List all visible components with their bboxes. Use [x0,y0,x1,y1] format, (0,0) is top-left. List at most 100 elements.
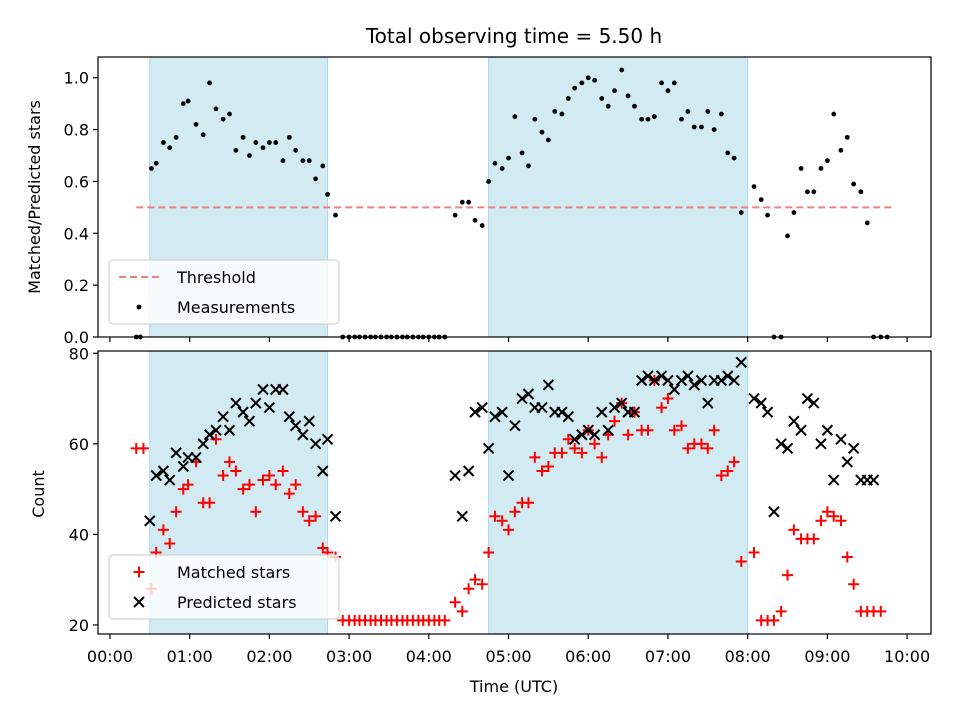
data-point-bottom-1-65 [536,465,548,477]
data-point-top-1-74 [599,96,605,101]
data-point-bottom-1-20 [257,474,269,486]
data-point-bottom-1-85 [668,424,680,436]
data-point-bottom-1-99 [768,614,780,626]
data-point-bottom-2-26 [309,438,322,450]
legend-swatch-top-2 [136,304,142,310]
data-point-top-1-21 [266,140,272,145]
data-point-bottom-2-38 [502,469,515,482]
data-point-top-1-81 [645,116,651,122]
data-point-top-1-58 [492,160,498,166]
data-point-bottom-1-70 [569,442,581,454]
data-point-bottom-2-50 [582,424,594,436]
shaded-interval-top-2 [488,56,749,338]
data-point-top-1-26 [300,158,306,164]
data-point-bottom-1-17 [237,483,249,495]
data-point-top-1-52 [452,212,458,218]
data-point-bottom-2-14 [230,397,242,409]
data-point-bottom-2-17 [250,397,262,409]
data-point-top-1-101 [785,233,790,239]
data-point-bottom-1-110 [841,551,853,563]
x-tick-label-9: 08:00 [725,647,771,666]
data-point-top-1-23 [280,158,286,164]
x-tick-label-3: 02:00 [246,647,292,666]
data-point-top-1-15 [227,111,232,117]
legend-label-bottom-1: Matched stars [177,563,290,582]
data-point-bottom-1-56 [476,578,488,590]
data-point-bottom-2-48 [568,433,581,446]
data-point-bottom-1-111 [848,578,860,590]
data-point-bottom-2-54 [608,401,621,414]
data-point-bottom-2-30 [449,469,461,482]
data-point-bottom-1-73 [589,438,601,450]
data-point-top-1-12 [207,80,212,86]
data-point-bottom-1-66 [542,460,554,472]
data-point-top-1-61 [512,114,518,120]
data-point-top-1-90 [705,109,711,114]
data-point-bottom-2-57 [628,406,641,418]
data-point-bottom-1-101 [782,569,794,581]
data-point-top-1-16 [233,147,239,153]
data-point-top-1-82 [651,114,657,120]
data-point-bottom-1-18 [243,479,255,491]
data-point-bottom-2-76 [761,406,774,418]
data-point-bottom-2-92 [867,474,880,486]
data-point-bottom-2-52 [596,406,608,418]
y-tick-label-top-2: 0.2 [64,276,89,295]
data-point-top-1-95 [738,210,744,215]
data-point-top-1-106 [818,166,824,171]
data-point-top-1-73 [592,77,598,83]
data-point-top-1-57 [486,179,491,184]
data-point-bottom-2-6 [177,460,190,473]
data-point-top-1-112 [858,189,864,195]
data-point-bottom-1-14 [217,470,229,482]
data-point-bottom-2-64 [675,374,688,387]
data-point-bottom-1-58 [489,510,501,522]
data-point-top-1-75 [605,103,611,109]
data-point-bottom-2-13 [223,424,236,436]
data-point-bottom-2-16 [243,415,256,427]
data-point-bottom-2-24 [297,429,309,441]
data-point-bottom-1-15 [224,456,236,468]
data-point-top-1-66 [545,137,551,143]
data-point-top-1-62 [519,150,525,156]
data-point-top-1-93 [725,150,731,156]
data-point-top-1-103 [798,166,804,171]
y-tick-label-bottom-4: 80 [69,344,89,363]
data-point-bottom-2-65 [682,370,694,382]
x-tick-label-1: 00:00 [87,647,133,666]
data-point-bottom-2-55 [616,397,628,409]
data-point-top-1-55 [472,217,478,223]
data-point-bottom-2-22 [283,410,296,423]
data-point-bottom-2-15 [237,406,249,418]
data-point-top-1-68 [559,111,565,117]
data-point-bottom-1-109 [835,515,847,527]
data-point-bottom-1-27 [303,515,315,527]
data-point-top-1-113 [864,220,870,226]
data-point-bottom-2-49 [576,429,588,441]
data-point-bottom-2-74 [748,392,760,405]
data-point-top-1-84 [665,88,671,94]
data-point-bottom-2-47 [562,410,575,423]
data-point-bottom-2-89 [847,442,860,455]
legend-label-top-2: Measurements [177,298,295,317]
data-point-top-1-18 [247,153,252,158]
data-point-top-1-97 [758,197,764,202]
data-point-bottom-2-83 [808,397,820,409]
data-point-bottom-1-71 [576,447,588,459]
data-point-bottom-2-28 [321,433,334,446]
y-axis-label-top: Matched/Predicted stars [25,100,44,294]
data-point-top-1-70 [572,85,578,91]
data-point-bottom-1-13 [210,433,222,445]
y-axis-label-bottom: Count [29,470,48,518]
data-point-top-1-53 [459,199,465,205]
data-point-top-1-25 [293,147,299,153]
x-axis: 00:00 01:00 02:00 03:00 04:00 05:00 06:00 07:00… [87,647,930,666]
data-point-top-1-65 [539,129,545,135]
data-point-top-1-14 [220,116,226,122]
legend-box-top [108,259,340,325]
data-point-bottom-2-25 [303,415,315,427]
y-tick-label-bottom-2: 40 [69,525,89,544]
data-point-top-1-13 [213,106,219,112]
data-point-bottom-2-34 [476,401,488,414]
data-point-top-1-7 [173,134,179,140]
